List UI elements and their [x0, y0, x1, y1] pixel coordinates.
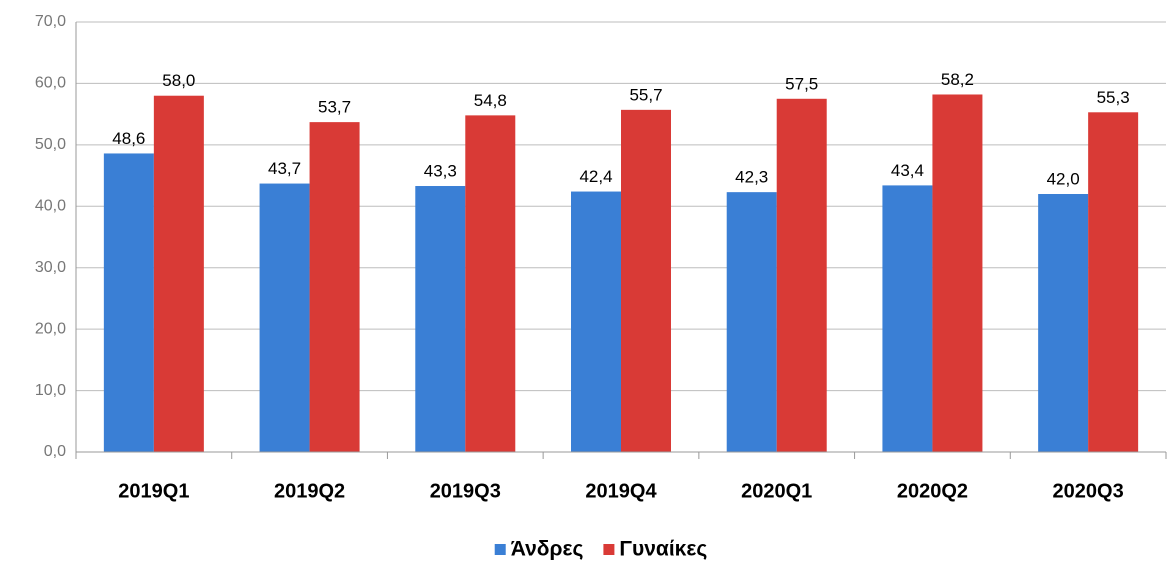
bar — [621, 109, 671, 452]
value-label: 54,8 — [474, 91, 507, 110]
bar — [776, 98, 827, 453]
value-label: 43,7 — [268, 159, 301, 178]
legend-swatch — [603, 544, 615, 555]
y-tick-label: 70,0 — [35, 13, 66, 30]
x-tick-label: 2019Q3 — [430, 480, 501, 502]
value-label: 43,3 — [424, 161, 457, 180]
x-tick-label: 2019Q1 — [118, 480, 189, 502]
bar — [1038, 194, 1089, 452]
x-tick-label: 2020Q2 — [897, 480, 968, 502]
value-label: 57,5 — [785, 74, 818, 93]
bar — [153, 95, 204, 452]
value-label: 58,0 — [162, 71, 195, 90]
bar — [309, 122, 360, 452]
y-tick-label: 20,0 — [35, 320, 66, 337]
x-tick-label: 2019Q4 — [585, 480, 657, 502]
legend-label: Άνδρες — [511, 538, 584, 561]
x-tick-label: 2019Q2 — [274, 480, 345, 502]
y-tick-label: 40,0 — [35, 198, 66, 215]
bar — [726, 192, 777, 452]
y-tick-label: 60,0 — [35, 75, 66, 92]
y-tick-label: 50,0 — [35, 136, 66, 153]
legend-swatch — [494, 544, 506, 555]
value-label: 53,7 — [318, 98, 351, 117]
bar — [103, 153, 154, 452]
value-label: 42,4 — [579, 167, 612, 186]
bar — [259, 183, 310, 453]
bar — [415, 186, 466, 452]
value-label: 43,4 — [891, 161, 924, 180]
y-tick-label: 10,0 — [35, 382, 66, 399]
x-tick-label: 2020Q1 — [741, 480, 812, 502]
value-label: 58,2 — [941, 70, 974, 89]
value-label: 42,0 — [1047, 169, 1080, 188]
value-label: 42,3 — [735, 168, 768, 187]
y-tick-label: 0,0 — [44, 443, 66, 460]
legend-label: Γυναίκες — [619, 538, 707, 561]
value-label: 48,6 — [112, 129, 145, 148]
y-tick-label: 30,0 — [35, 259, 66, 276]
value-label: 55,7 — [629, 85, 662, 104]
bar — [571, 191, 621, 453]
bar — [1088, 112, 1139, 453]
bar — [882, 185, 933, 452]
bar — [465, 115, 516, 452]
x-tick-label: 2020Q3 — [1053, 480, 1124, 502]
bar — [932, 94, 983, 452]
value-label: 55,3 — [1097, 88, 1130, 107]
